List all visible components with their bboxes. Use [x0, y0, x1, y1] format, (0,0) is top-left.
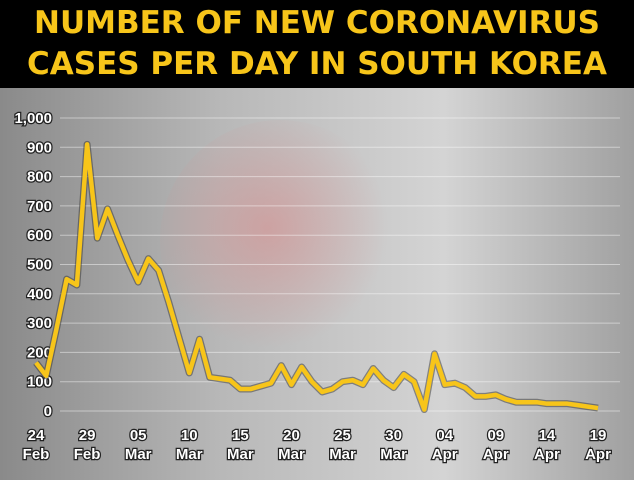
y-tick-label: 1,000 — [14, 110, 52, 127]
line — [34, 142, 599, 412]
y-tick-label: 200 — [27, 344, 52, 361]
x-tick-label: 14 Apr — [534, 427, 560, 463]
x-tick-label: 15 Mar — [227, 427, 254, 463]
y-tick-label: 800 — [27, 169, 52, 186]
title-band — [0, 0, 634, 88]
y-tick-label: 400 — [27, 286, 52, 303]
chart-title: NUMBER OF NEW CORONAVIRUS — [34, 5, 600, 41]
x-tick-label: 04 Apr — [432, 427, 458, 463]
x-tick-label: 09 Apr — [483, 427, 509, 463]
background-shape — [160, 120, 400, 360]
x-tick-label: 10 Mar — [176, 427, 203, 463]
y-tick-label: 700 — [27, 198, 52, 215]
y-tick-label: 600 — [27, 227, 52, 244]
x-tick-label: 25 Mar — [329, 427, 356, 463]
y-tick-label: 0 — [44, 403, 52, 420]
x-tick-label: 29 Feb — [74, 427, 101, 463]
x-tick-label: 30 Mar — [380, 427, 407, 463]
y-tick-label: 300 — [27, 315, 52, 332]
x-tick-label: 24 Feb — [23, 427, 50, 463]
chart-title: CASES PER DAY IN SOUTH KOREA — [27, 46, 607, 82]
y-tick-label: 500 — [27, 257, 52, 274]
x-tick-label: 19 Apr — [585, 427, 611, 463]
y-tick-label: 900 — [27, 139, 52, 156]
x-tick-label: 05 Mar — [125, 427, 152, 463]
x-tick-label: 20 Mar — [278, 427, 305, 463]
